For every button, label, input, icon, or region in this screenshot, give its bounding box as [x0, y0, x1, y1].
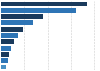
Bar [1, 20, 33, 25]
Bar [1, 27, 23, 32]
Bar [1, 65, 6, 70]
Bar [1, 14, 43, 19]
Bar [1, 8, 76, 13]
Bar [1, 39, 14, 44]
Bar [1, 1, 87, 6]
Bar [1, 58, 8, 63]
Bar [1, 46, 11, 51]
Bar [1, 52, 9, 57]
Bar [1, 33, 18, 38]
